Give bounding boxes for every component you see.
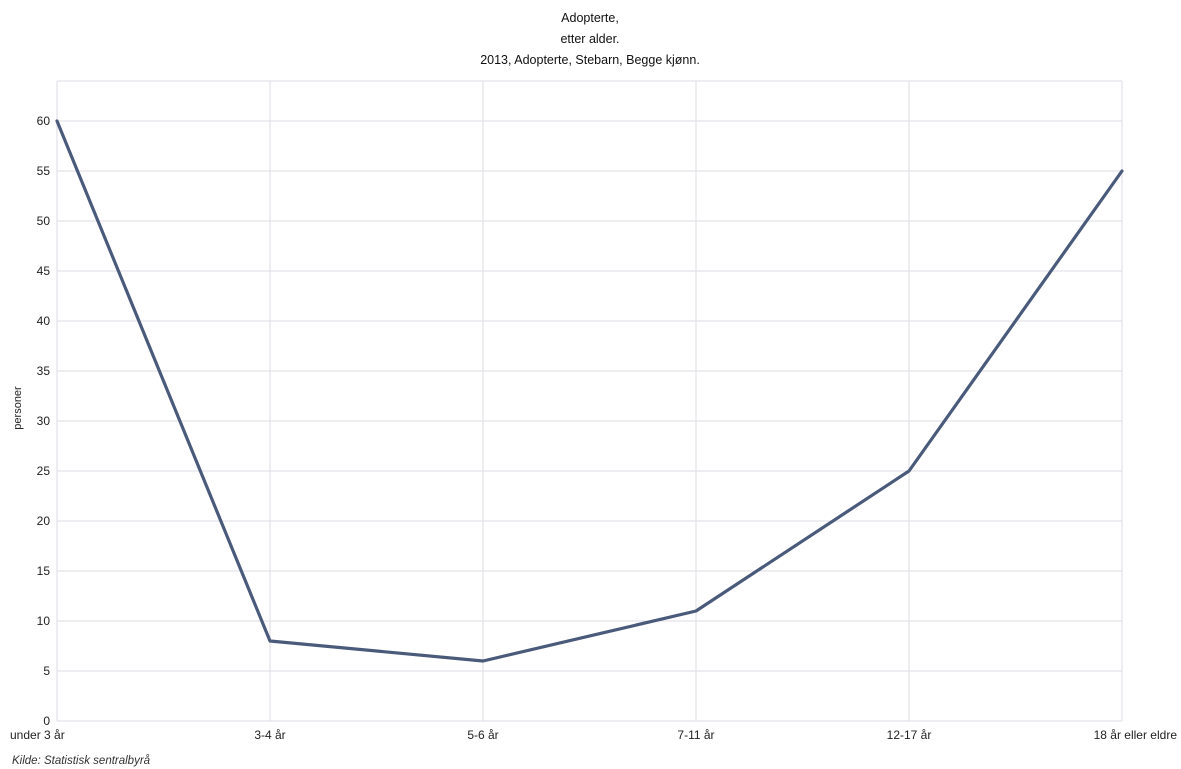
x-tick-label: 18 år eller eldre xyxy=(1094,728,1178,742)
y-tick-label: 55 xyxy=(37,164,51,178)
y-axis-title: personer xyxy=(12,386,24,430)
chart-title-line-1: Adopterte, xyxy=(561,11,619,25)
y-tick-label: 35 xyxy=(37,364,51,378)
chart-title: Adopterte, etter alder. 2013, Adopterte,… xyxy=(480,11,700,67)
x-tick-label: 7-11 år xyxy=(677,728,714,742)
series-line xyxy=(55,119,1124,663)
y-tick-label: 25 xyxy=(37,464,51,478)
grid xyxy=(56,80,1123,722)
chart-title-line-3: 2013, Adopterte, Stebarn, Begge kjønn. xyxy=(480,53,700,67)
y-tick-label: 60 xyxy=(37,114,51,128)
x-tick-label: 5-6 år xyxy=(467,728,498,742)
y-tick-label: 40 xyxy=(37,314,51,328)
x-tick-label: 3-4 år xyxy=(254,728,285,742)
y-tick-label: 50 xyxy=(37,214,51,228)
y-tick-label: 15 xyxy=(37,564,51,578)
x-tick-label: 12-17 år xyxy=(887,728,932,742)
source-note: Kilde: Statistisk sentralbyrå xyxy=(12,755,151,767)
y-tick-label: 0 xyxy=(43,714,50,728)
x-axis-ticks: under 3 år 3-4 år 5-6 år 7-11 år 12-17 år 18 … xyxy=(10,728,1177,742)
y-tick-label: 20 xyxy=(37,514,51,528)
chart-title-line-2: etter alder. xyxy=(560,32,619,46)
y-tick-label: 5 xyxy=(43,664,50,678)
y-tick-label: 30 xyxy=(37,414,51,428)
y-tick-label: 10 xyxy=(37,614,51,628)
y-axis-ticks: 0 5 10 15 20 25 30 35 40 45 50 55 60 xyxy=(37,114,51,728)
series-group xyxy=(55,119,1124,663)
x-tick-label: under 3 år xyxy=(10,728,65,742)
y-tick-label: 45 xyxy=(37,264,51,278)
